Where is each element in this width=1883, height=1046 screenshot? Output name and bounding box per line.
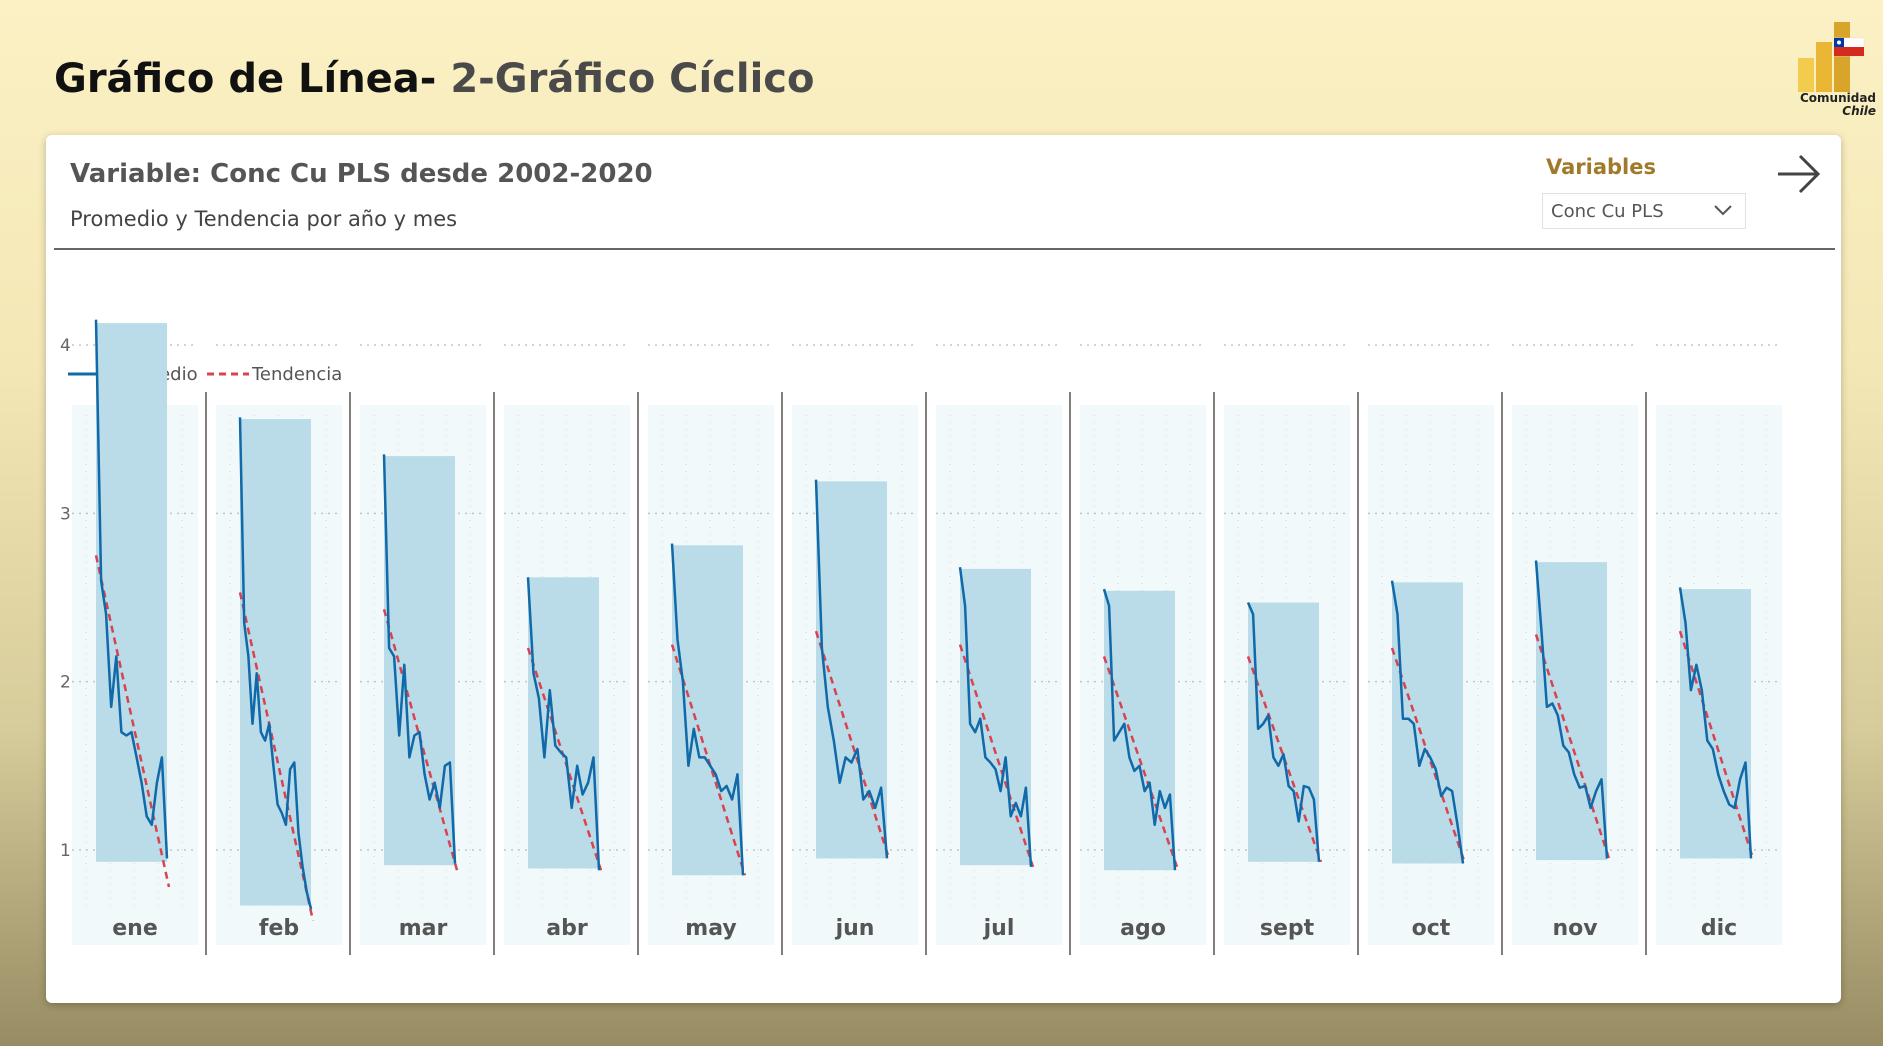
range-band xyxy=(528,577,599,869)
page-title-sub: 2-Gráfico Cíclico xyxy=(450,56,815,102)
month-label: abr xyxy=(546,916,588,941)
promedio-line xyxy=(1390,580,1465,864)
y-tick-label: 1 xyxy=(60,841,71,861)
panel-ene: ene xyxy=(72,319,198,945)
trend-line xyxy=(94,555,171,888)
panel-oct: oct xyxy=(1357,344,1494,955)
slicer-label: Variables xyxy=(1546,155,1656,179)
month-label: dic xyxy=(1701,916,1737,941)
month-label: may xyxy=(685,916,736,941)
range-band xyxy=(1248,602,1319,862)
variables-dropdown[interactable]: Conc Cu PLS xyxy=(1542,193,1746,229)
promedio-line xyxy=(94,319,169,859)
trend-line xyxy=(238,592,315,921)
range-band xyxy=(96,323,167,862)
panel-nov: nov xyxy=(1501,344,1638,955)
card-subtitle: Promedio y Tendencia por año y mes xyxy=(70,207,458,231)
month-label: ago xyxy=(1120,916,1166,941)
chevron-down-icon xyxy=(1714,205,1732,216)
promedio-line xyxy=(958,567,1033,867)
promedio-line xyxy=(1102,588,1177,871)
logo-text: Comunidad Chile xyxy=(1776,92,1876,118)
month-label: jun xyxy=(835,916,875,941)
trend-line xyxy=(958,644,1035,868)
header-divider xyxy=(54,248,1835,250)
y-tick-label: 2 xyxy=(60,673,71,693)
dropdown-selected-value: Conc Cu PLS xyxy=(1551,201,1664,222)
legend-label-tendencia: Tendencia xyxy=(251,364,342,385)
month-panels: ene feb mar abr may jun jul ago sept oct nov dic xyxy=(72,319,1782,955)
promedio-line xyxy=(1678,587,1753,859)
range-band xyxy=(960,568,1031,866)
panel-jun: jun xyxy=(781,344,918,955)
panel-feb: feb xyxy=(205,344,342,955)
community-logo: Comunidad Chile xyxy=(1776,18,1876,123)
range-band xyxy=(1536,562,1607,861)
chart-card: Variable: Conc Cu PLS desde 2002-2020 Pr… xyxy=(46,135,1841,1003)
range-band xyxy=(384,456,455,866)
trend-line xyxy=(1534,634,1611,859)
promedio-line xyxy=(1534,560,1609,859)
page-title-main: Gráfico de Línea- xyxy=(54,56,437,102)
range-band xyxy=(240,419,311,906)
y-tick-label: 3 xyxy=(60,504,71,524)
trend-line xyxy=(814,630,891,859)
promedio-line xyxy=(814,479,889,859)
power-bi-chile-flag-icon xyxy=(1798,22,1865,92)
trend-line xyxy=(1102,656,1179,868)
month-label: feb xyxy=(259,916,299,941)
range-band xyxy=(1680,589,1751,859)
logo-line-1: Comunidad xyxy=(1799,91,1876,105)
y-axis: 1 2 3 4 xyxy=(60,336,71,861)
logo-line-2: Chile xyxy=(1842,104,1876,118)
card-title: Variable: Conc Cu PLS desde 2002-2020 xyxy=(70,159,653,189)
promedio-line xyxy=(526,577,601,871)
trend-line xyxy=(1678,630,1755,859)
month-label: sept xyxy=(1260,916,1315,941)
range-band xyxy=(1104,590,1175,871)
promedio-line xyxy=(238,417,313,910)
month-label: oct xyxy=(1412,916,1451,941)
month-label: ene xyxy=(112,916,158,941)
promedio-line xyxy=(1246,602,1321,862)
promedio-line xyxy=(670,543,745,876)
trend-line xyxy=(526,647,603,871)
page-title: Gráfico de Línea- 2-Gráfico Cíclico xyxy=(54,56,814,102)
panel-sept: sept xyxy=(1213,344,1350,955)
range-band xyxy=(672,545,743,876)
panel-ago: ago xyxy=(1069,344,1206,955)
month-label: mar xyxy=(399,916,448,941)
promedio-line xyxy=(382,454,457,864)
panel-jul: jul xyxy=(925,344,1062,955)
panel-may: may xyxy=(637,344,774,955)
month-label: nov xyxy=(1552,916,1598,941)
panel-abr: abr xyxy=(493,344,630,955)
panel-mar: mar xyxy=(349,344,486,955)
panel-dic: dic xyxy=(1645,344,1782,955)
y-tick-label: 4 xyxy=(60,336,71,356)
arrow-right-icon[interactable] xyxy=(1774,149,1824,199)
month-label: jul xyxy=(983,916,1015,941)
range-band xyxy=(1392,582,1463,864)
